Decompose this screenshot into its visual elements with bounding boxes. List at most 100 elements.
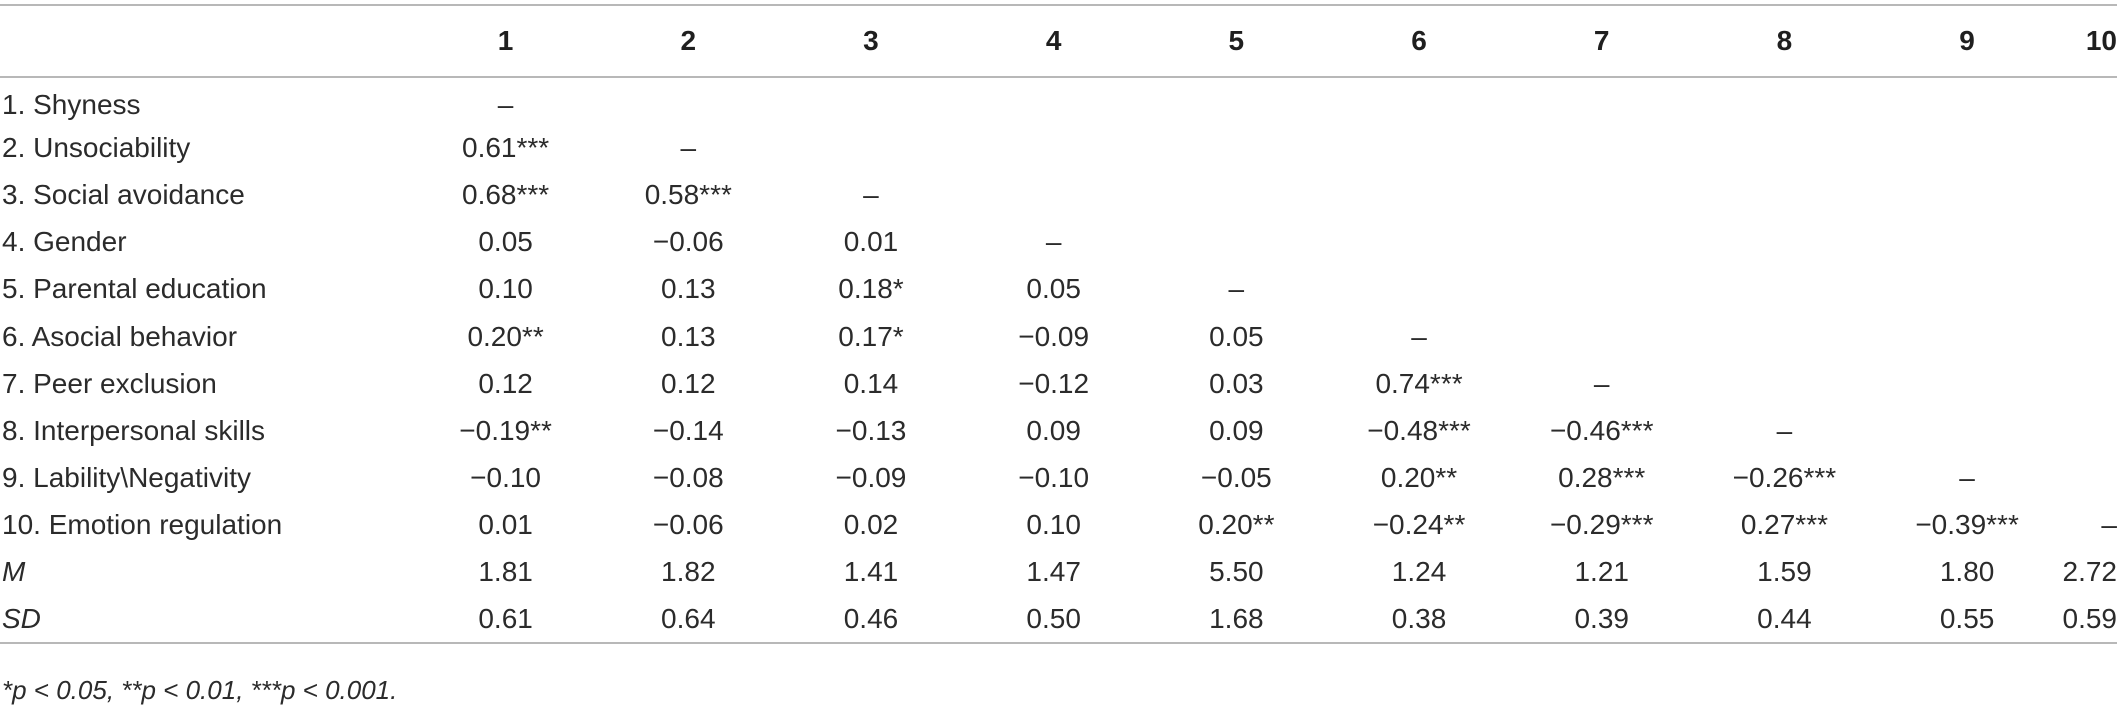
table-cell: 2.72: [2062, 556, 2117, 588]
table-cell: 0.13: [661, 273, 716, 305]
table-cell: 1.81: [478, 556, 533, 588]
table-cell: 0.10: [478, 273, 533, 305]
table-row: M 1.81 1.82 1.41 1.47 5.50 1.24 1.21 1.59 1.80 2.7…: [0, 549, 2117, 596]
table-cell: 1.82: [661, 556, 716, 588]
table-cell: [2058, 266, 2117, 313]
table-cell: 0.09: [1209, 414, 1264, 446]
table-cell: [1328, 171, 1511, 218]
table-row: 2. Unsociability 0.61*** –: [0, 124, 2117, 171]
table-cell: 0.61***: [462, 131, 550, 163]
table-cell: 0.20**: [467, 320, 544, 352]
table-cell: 0.59: [2058, 596, 2117, 645]
table-cell: [1145, 219, 1328, 266]
table-cell: [1876, 219, 2059, 266]
table-cell: [962, 171, 1145, 218]
header-cell-2: 2: [596, 4, 780, 78]
table-cell: 0.01: [478, 509, 533, 541]
table-cell: 0.20**: [1198, 509, 1275, 541]
table-cell: 0.12: [661, 367, 716, 399]
table-cell: −0.08: [652, 462, 724, 494]
table-cell: [1876, 266, 2059, 313]
row-label: 4. Gender: [2, 226, 127, 258]
table-cell: [1693, 171, 1876, 218]
table-cell: 0.03: [1209, 367, 1264, 399]
table-cell: 0.46: [779, 596, 963, 645]
significance-note: *p < 0.05, **p < 0.01, ***p < 0.001.: [2, 675, 398, 705]
row-label: 2. Unsociability: [2, 131, 191, 163]
table-cell: 1.21: [1574, 556, 1629, 588]
header-cell-6: 6: [1327, 4, 1511, 78]
table-cell: 0.05: [478, 226, 533, 258]
table-cell: –: [863, 178, 879, 210]
table-cell: [2058, 360, 2117, 407]
table-cell: [1510, 77, 1693, 124]
table-cell: –: [1776, 414, 1793, 446]
row-label: 6. Asocial behavior: [2, 320, 238, 352]
table-cell: 0.39: [1510, 596, 1694, 645]
table-cell: –: [1593, 367, 1610, 399]
table-cell: [1328, 219, 1511, 266]
table-cell: −0.06: [652, 226, 724, 258]
row-label: 1. Shyness: [2, 89, 141, 121]
table-cell: 1.80: [1939, 556, 1995, 588]
header-cell-8: 8: [1693, 4, 1876, 78]
row-label: 9. Lability\Negativity: [2, 462, 252, 494]
table-cell: [1876, 77, 2059, 124]
table-cell: [1693, 360, 1876, 407]
table-cell: [597, 77, 780, 124]
table-cell: 0.09: [1026, 414, 1081, 446]
table-cell: [780, 77, 963, 124]
header-cell-9: 9: [1875, 4, 2059, 78]
table-cell: 1.24: [1391, 556, 1447, 588]
table-cell: [1145, 124, 1328, 171]
table-cell: [1510, 219, 1693, 266]
header-cell-7: 7: [1510, 4, 1694, 78]
table-cell: [1510, 171, 1693, 218]
table-cell: 0.74***: [1375, 367, 1463, 399]
table-cell: [2058, 171, 2117, 218]
table-row: 1. Shyness –: [0, 77, 2117, 124]
table-cell: 0.44: [1693, 596, 1876, 645]
table-cell: [1876, 313, 2059, 360]
table-cell: 0.27***: [1740, 509, 1828, 541]
table-cell: [1510, 313, 1693, 360]
table-cell: [1693, 77, 1876, 124]
table-row: 5. Parental education 0.10 0.13 0.18* 0.05 –: [0, 266, 2117, 313]
table-cell: −0.13: [835, 414, 907, 446]
header-cell-label: [0, 4, 415, 78]
table-cell: [1693, 313, 1876, 360]
table-cell: [2058, 124, 2117, 171]
table-cell: 0.10: [1026, 509, 1081, 541]
row-label: 8. Interpersonal skills: [2, 414, 266, 446]
header-cell-4: 4: [962, 4, 1145, 78]
header-row: 1 2 3 4 5 6 7 8 9 10: [0, 4, 2117, 78]
table-cell: [1328, 266, 1511, 313]
table-cell: −0.05: [1200, 462, 1272, 494]
table-cell: [2058, 77, 2117, 124]
row-label: 10. Emotion regulation: [2, 509, 283, 541]
table-body: 1. Shyness – 2. Unsociability 0.61*** – 3. So…: [0, 77, 2117, 645]
header-cell-3: 3: [779, 4, 963, 78]
table-cell: −0.09: [1018, 320, 1090, 352]
table-cell: –: [497, 89, 514, 121]
table-header: 1 2 3 4 5 6 7 8 9 10: [0, 4, 2117, 78]
table-cell: [1145, 171, 1328, 218]
table-cell: −0.12: [1018, 367, 1090, 399]
table-cell: −0.09: [835, 462, 907, 494]
table-cell: 0.17*: [838, 320, 904, 352]
header-cell-10: 10: [2058, 4, 2117, 78]
table-cell: [2058, 407, 2117, 454]
table-cell: 0.64: [596, 596, 780, 645]
table-cell: −0.14: [652, 414, 724, 446]
table-cell: [780, 124, 963, 171]
table-cell: 0.05: [1209, 320, 1264, 352]
table-cell: [962, 124, 1145, 171]
row-label: 3. Social avoidance: [2, 178, 245, 210]
table-row: 8. Interpersonal skills −0.19** −0.14 −0.13…: [0, 407, 2117, 454]
table-cell: –: [1959, 462, 1975, 494]
table-cell: [1876, 407, 2059, 454]
table-cell: [1876, 360, 2059, 407]
table-cell: −0.10: [1018, 462, 1090, 494]
table-cell: −0.39***: [1915, 509, 2019, 541]
